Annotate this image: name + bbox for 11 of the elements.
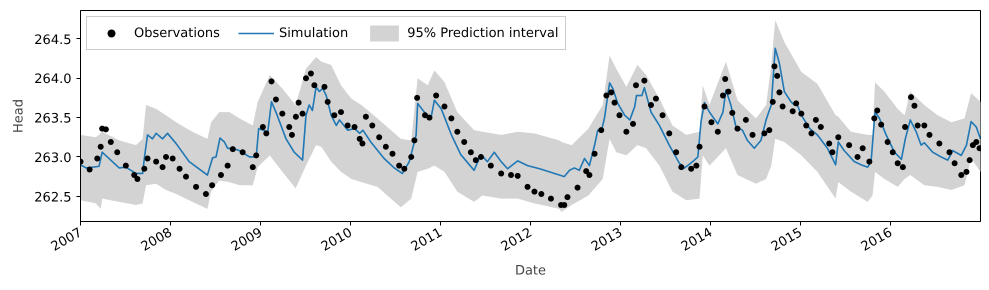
x-axis-title: Date	[514, 264, 546, 279]
y-tick-label: 264.0	[34, 72, 72, 88]
legend-label: Simulation	[278, 26, 348, 40]
y-axis-title: Head	[11, 98, 26, 133]
line-series	[80, 47, 980, 178]
y-tick-label: 264.5	[34, 32, 72, 48]
legend-label: 95% Prediction interval	[407, 26, 558, 40]
y-tick-label: 263.0	[34, 150, 72, 166]
y-tick-label: 263.5	[34, 112, 72, 127]
y-tick-label: 262.5	[34, 190, 72, 206]
legend-label: Observations	[134, 26, 220, 40]
